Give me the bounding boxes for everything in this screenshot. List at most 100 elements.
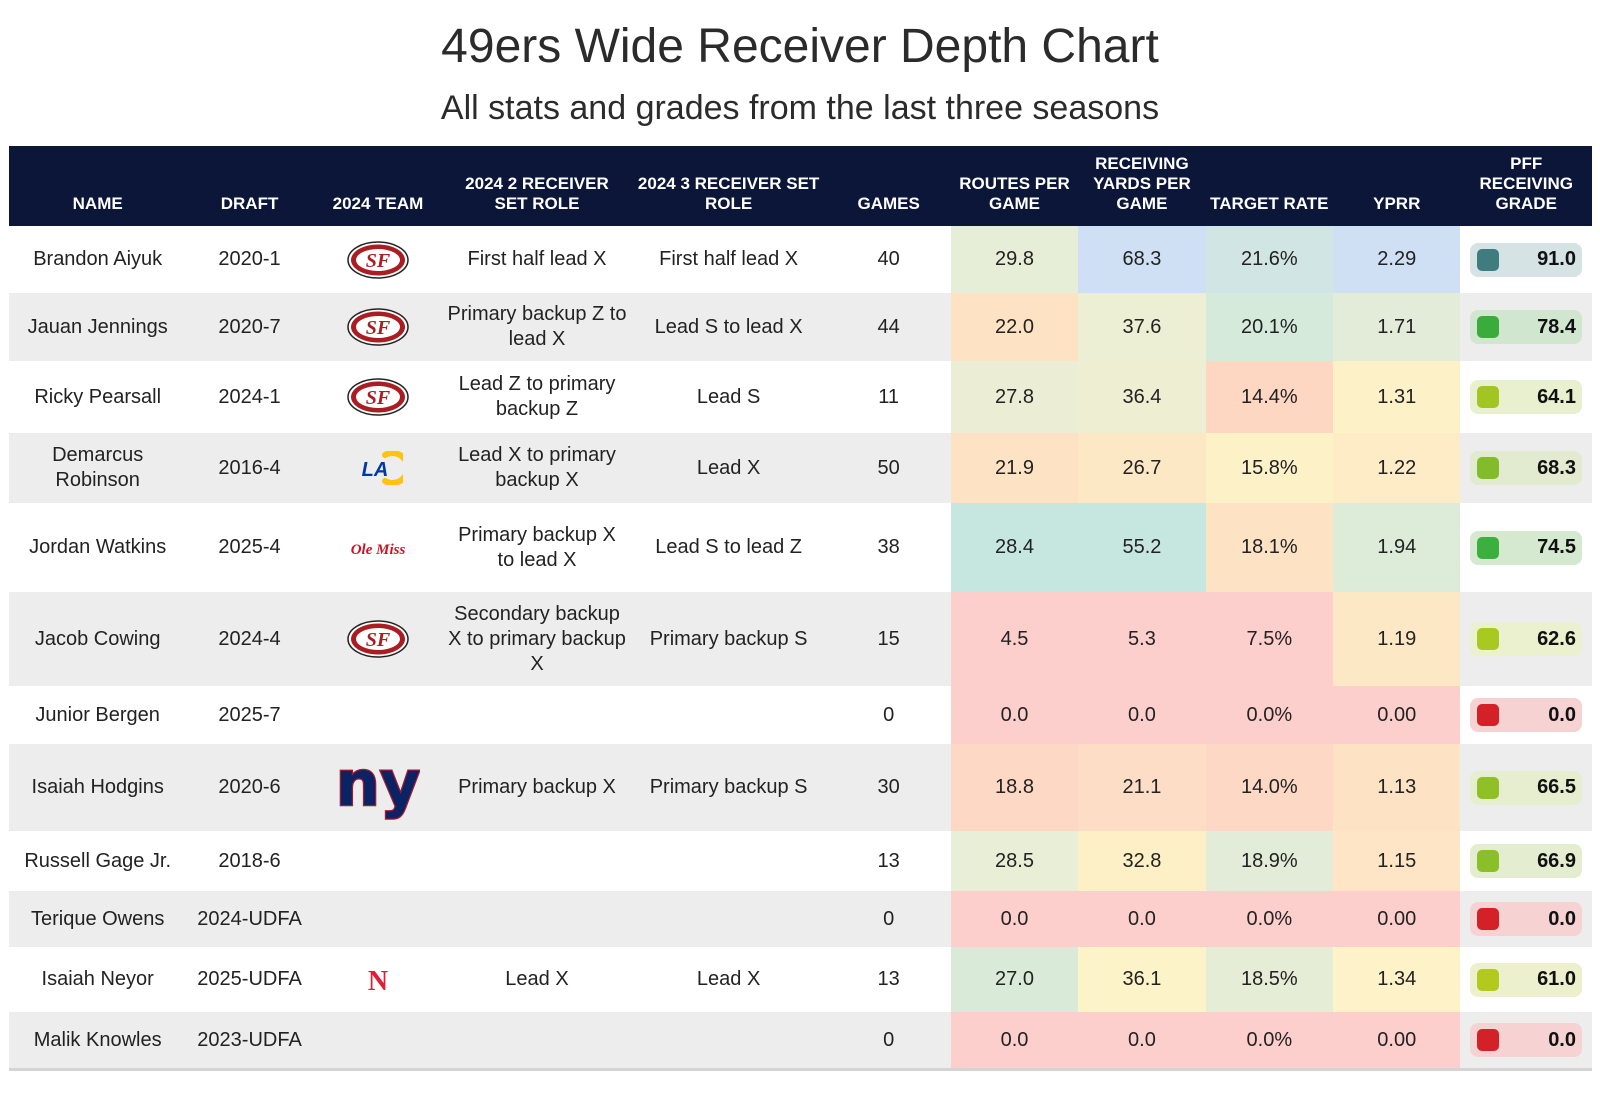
routes-per-game-cell: 0.0	[950, 891, 1079, 947]
grade-color-swatch	[1477, 908, 1500, 930]
target-rate-cell: 21.6%	[1205, 226, 1334, 293]
draft-cell: 2024-UDFA	[186, 891, 313, 947]
target-rate-cell: 14.0%	[1205, 744, 1334, 831]
target-rate-cell: 0.0%	[1205, 891, 1334, 947]
logo-text: SF	[366, 317, 391, 339]
yards-per-game-cell: 26.7	[1078, 433, 1206, 503]
grade-badge: 64.1	[1470, 380, 1582, 414]
player-name: Demarcus Robinson	[9, 433, 187, 503]
role-2wr-cell: Primary backup X to lead X	[443, 503, 631, 592]
player-name: Jacob Cowing	[9, 592, 187, 686]
table-bottom-rule	[9, 1068, 1592, 1071]
team-cell: SF	[312, 226, 444, 293]
target-rate-cell: 18.5%	[1205, 947, 1334, 1012]
role-3wr-cell: First half lead X	[630, 226, 827, 293]
team-cell	[312, 891, 444, 947]
grade-badge: 61.0	[1470, 962, 1582, 997]
target-rate-cell: 14.4%	[1205, 361, 1334, 433]
yards-per-game-cell: 21.1	[1078, 744, 1206, 831]
grade-badge: 62.6	[1470, 622, 1582, 656]
grade-cell: 62.6	[1460, 592, 1592, 686]
grade-color-swatch	[1477, 536, 1500, 559]
draft-cell: 2024-1	[186, 361, 313, 433]
yprr-cell: 0.00	[1333, 686, 1461, 744]
target-rate-cell: 18.9%	[1205, 831, 1334, 891]
yards-per-game-cell: 0.0	[1078, 686, 1206, 744]
player-name: Junior Bergen	[9, 686, 187, 744]
grade-badge: 0.0	[1470, 902, 1582, 936]
ole-miss-logo-icon: Ole Miss	[317, 536, 439, 560]
target-rate-cell: 18.1%	[1205, 503, 1334, 592]
yprr-cell: 1.34	[1333, 947, 1461, 1012]
team-cell	[312, 831, 444, 891]
col-header-draft: DRAFT	[186, 146, 313, 226]
target-rate-cell: 0.0%	[1205, 686, 1334, 744]
grade-color-swatch	[1477, 704, 1500, 726]
grade-color-swatch	[1477, 628, 1500, 650]
grade-color-swatch	[1477, 457, 1500, 479]
grade-value: 66.5	[1537, 776, 1576, 798]
team-cell: N	[312, 947, 444, 1012]
role-3wr-cell: Primary backup S	[630, 744, 827, 831]
table-row: Demarcus Robinson 2016-4 LA Lead X to prima…	[9, 433, 1592, 503]
grade-value: 0.0	[1548, 703, 1576, 726]
grade-value: 78.4	[1537, 315, 1576, 338]
player-name: Russell Gage Jr.	[9, 831, 187, 891]
yprr-cell: 0.00	[1333, 891, 1461, 947]
yprr-cell: 0.00	[1333, 1012, 1461, 1068]
grade-badge: 0.0	[1470, 1023, 1582, 1057]
player-name: Terique Owens	[9, 891, 187, 947]
team-cell: SF	[312, 592, 444, 686]
grade-badge: 74.5	[1470, 530, 1582, 565]
yards-per-game-cell: 55.2	[1078, 503, 1206, 592]
grade-color-swatch	[1477, 386, 1500, 408]
target-rate-cell: 20.1%	[1205, 293, 1334, 361]
games-cell: 0	[826, 686, 951, 744]
49ers-logo-icon: SF	[317, 378, 439, 416]
role-2wr-cell: Primary backup Z to lead X	[443, 293, 631, 361]
grade-value: 66.9	[1537, 849, 1576, 872]
logo-text: ny	[336, 755, 420, 820]
yprr-cell: 1.15	[1333, 831, 1461, 891]
role-2wr-cell: Lead X	[443, 947, 631, 1012]
grade-badge: 66.9	[1470, 844, 1582, 878]
grade-color-swatch	[1477, 968, 1500, 991]
yprr-cell: 1.71	[1333, 293, 1461, 361]
yprr-cell: 1.94	[1333, 503, 1461, 592]
grade-color-swatch	[1477, 1029, 1500, 1051]
logo-text: LA	[362, 459, 389, 481]
col-header-routes: ROUTES PER GAME	[950, 146, 1079, 226]
role-3wr-cell: Lead X	[630, 947, 827, 1012]
yprr-cell: 1.22	[1333, 433, 1461, 503]
games-cell: 0	[826, 1012, 951, 1068]
yards-per-game-cell: 32.8	[1078, 831, 1206, 891]
grade-color-swatch	[1477, 850, 1500, 872]
table-row: Jacob Cowing 2024-4 SF Secondary backup X t…	[9, 592, 1592, 686]
role-2wr-cell: Secondary backup X to primary backup X	[443, 592, 631, 686]
team-cell: LA	[312, 433, 444, 503]
grade-badge: 0.0	[1470, 698, 1582, 732]
table-row: Isaiah Hodgins 2020-6 ny Primary backup X Pr…	[9, 744, 1592, 831]
draft-cell: 2016-4	[186, 433, 313, 503]
role-3wr-cell	[630, 891, 827, 947]
yprr-cell: 1.13	[1333, 744, 1461, 831]
draft-cell: 2020-1	[186, 226, 313, 293]
grade-badge: 66.5	[1470, 770, 1582, 805]
grade-cell: 66.9	[1460, 831, 1592, 891]
draft-cell: 2025-4	[186, 503, 313, 592]
games-cell: 30	[826, 744, 951, 831]
logo-text: Ole Miss	[351, 542, 406, 558]
draft-cell: 2020-6	[186, 744, 313, 831]
yards-per-game-cell: 0.0	[1078, 891, 1206, 947]
games-cell: 40	[826, 226, 951, 293]
grade-value: 68.3	[1537, 456, 1576, 479]
table-row: Ricky Pearsall 2024-1 SF Lead Z to primary …	[9, 361, 1592, 433]
grade-value: 0.0	[1548, 907, 1576, 930]
games-cell: 0	[826, 891, 951, 947]
chart-title: 49ers Wide Receiver Depth Chart	[441, 20, 1159, 73]
games-cell: 38	[826, 503, 951, 592]
team-cell: SF	[312, 293, 444, 361]
routes-per-game-cell: 0.0	[950, 1012, 1079, 1068]
routes-per-game-cell: 27.8	[950, 361, 1079, 433]
col-header-grade: PFF RECEIVING GRADE	[1460, 146, 1592, 226]
